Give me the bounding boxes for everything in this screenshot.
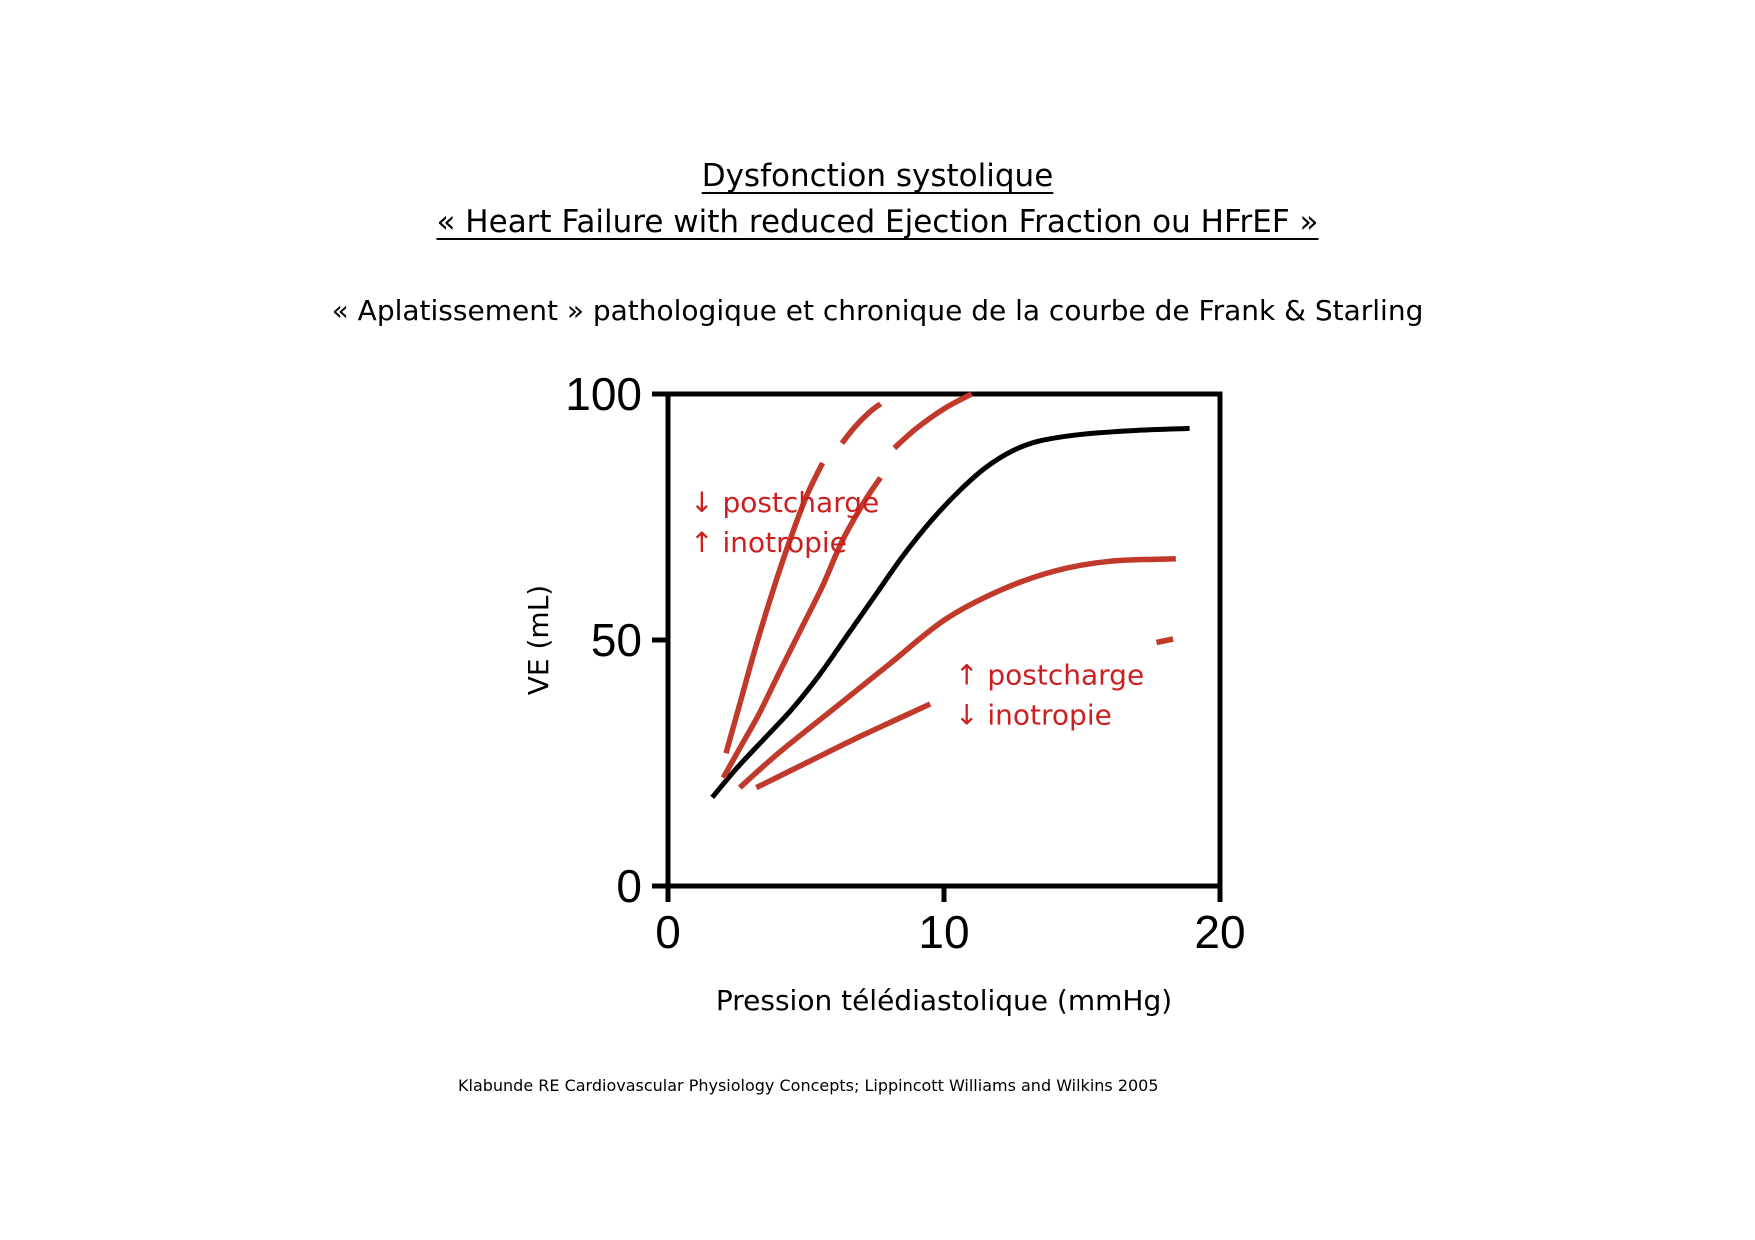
- title-line-1: Dysfonction systolique: [701, 158, 1054, 194]
- x-tick-label: 10: [918, 906, 969, 958]
- y-tick-label: 50: [591, 614, 642, 666]
- annotation-upper-line2: ↑ inotropie: [690, 526, 847, 559]
- y-tick-label: 100: [565, 368, 642, 420]
- series-line-altered-5: [737, 556, 1176, 790]
- subtitle: « Aplatissement » pathologique et chroni…: [331, 294, 1424, 327]
- y-tick-label: 0: [616, 860, 642, 912]
- annotation-lower-line1: ↑ postcharge: [955, 658, 1144, 691]
- x-tick-label: 0: [655, 906, 681, 958]
- title-line-2: « Heart Failure with reduced Ejection Fr…: [436, 204, 1319, 240]
- series-line-altered-1: [723, 461, 826, 754]
- annotation-lower-line2: ↓ inotropie: [955, 698, 1112, 731]
- annotation-upper-line1: ↓ postcharge: [690, 486, 879, 519]
- series-line-altered-4: [892, 391, 973, 451]
- x-axis-label: Pression télédiastolique (mmHg): [716, 984, 1172, 1017]
- y-axis-label: VE (mL): [522, 585, 555, 695]
- series-line-altered-2: [839, 401, 883, 445]
- x-tick-label: 20: [1194, 906, 1245, 958]
- series-line-altered-6: [755, 701, 932, 791]
- citation: Klabunde RE Cardiovascular Physiology Co…: [458, 1076, 1159, 1095]
- series-line-altered-7: [1155, 636, 1174, 646]
- series-line-normal: [710, 425, 1190, 800]
- plot-frame: [665, 391, 1223, 889]
- series-line-altered-3: [720, 476, 883, 780]
